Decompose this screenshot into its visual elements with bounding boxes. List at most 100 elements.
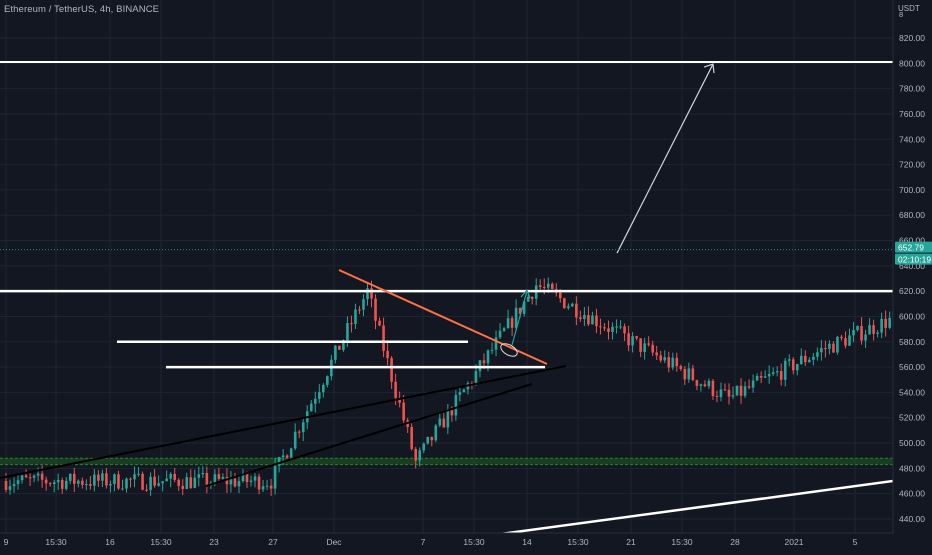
candle-body	[683, 369, 687, 380]
candle	[783, 358, 787, 387]
candle	[663, 350, 667, 364]
candle	[285, 454, 289, 459]
candle-body	[273, 465, 277, 489]
time-tick-label: 28	[730, 537, 740, 547]
candle-body	[322, 384, 325, 393]
candle-body	[498, 330, 502, 338]
candle-body	[161, 481, 164, 484]
price-axis[interactable]: 440.00 460.00 480.00 500.00 520.00 540.00 560.…	[892, 0, 932, 550]
candle	[446, 404, 450, 435]
price-tick-label: 580.00	[899, 337, 925, 347]
candle-body	[354, 309, 357, 324]
candle-body	[117, 474, 120, 489]
candle	[836, 335, 839, 355]
candle-body	[153, 476, 156, 486]
candle-body	[667, 357, 671, 368]
candle-body	[800, 355, 803, 365]
candle-body	[281, 455, 285, 458]
candle	[229, 470, 233, 493]
candle-body	[261, 486, 265, 490]
candle	[828, 340, 831, 355]
candle	[378, 317, 381, 327]
candle-body	[880, 318, 883, 333]
candle-body	[864, 334, 867, 341]
candle-body	[671, 357, 675, 368]
candle-body	[297, 431, 301, 433]
price-badge-text: 652.79	[898, 243, 924, 253]
candle-body	[97, 474, 100, 481]
time-axis[interactable]: 9 15:30 16 15:30 23 27 Dec 7 15:30 14 15:30 21 15:30…	[0, 532, 932, 550]
candle	[699, 383, 703, 392]
candle	[20, 473, 24, 484]
candle-body	[651, 344, 654, 353]
candle-body	[81, 480, 84, 485]
candle	[711, 379, 715, 400]
candle	[85, 479, 88, 491]
candle-body	[832, 343, 835, 353]
candle-body	[763, 376, 767, 378]
candle-body	[699, 384, 703, 386]
candle-body	[888, 317, 891, 328]
candle-body	[546, 283, 550, 288]
candle	[739, 378, 743, 404]
candle	[313, 391, 317, 413]
price-badge	[895, 241, 932, 253]
chart-title: Ethereum / TetherUS, 4h, BINANCE	[4, 4, 160, 15]
candle	[667, 351, 671, 373]
candle-body	[129, 478, 132, 480]
candle-body	[394, 381, 397, 398]
drawings[interactable]	[0, 61, 894, 538]
candle	[241, 468, 245, 483]
candle-body	[538, 285, 542, 288]
candle	[265, 479, 269, 491]
candle	[72, 467, 76, 492]
candle-body	[185, 477, 189, 489]
candle-body	[755, 375, 759, 381]
candle-body	[8, 486, 12, 490]
candle-body	[872, 325, 875, 334]
candle-body	[145, 489, 148, 491]
price-tick-label: 800.00	[899, 58, 925, 68]
candle	[141, 471, 144, 491]
candle-body	[418, 450, 422, 461]
time-tick-label: 15:30	[150, 537, 172, 547]
candle-body	[350, 323, 353, 325]
candle	[185, 472, 189, 490]
candle-body	[647, 343, 650, 345]
candle-body	[462, 389, 466, 393]
candle-body	[643, 343, 646, 352]
candle-body	[318, 392, 321, 399]
candle	[169, 472, 172, 488]
candle-body	[828, 343, 831, 349]
candle-body	[852, 330, 855, 336]
candle-body	[595, 315, 598, 327]
candle-body	[382, 325, 385, 351]
candle-body	[386, 350, 389, 359]
candle	[876, 330, 879, 338]
candle-body	[430, 436, 434, 441]
candle-body	[245, 473, 249, 482]
candle	[775, 366, 779, 377]
candle	[550, 282, 554, 290]
candle	[426, 436, 430, 445]
candle	[791, 357, 795, 375]
candle-body	[510, 318, 514, 328]
candle	[386, 342, 389, 366]
candle	[48, 481, 52, 487]
candle	[382, 317, 385, 358]
candle-body	[193, 477, 197, 488]
candle	[28, 473, 32, 486]
candle	[575, 296, 578, 326]
candle	[201, 466, 205, 478]
candle-body	[771, 372, 775, 374]
trendline-bottom	[485, 479, 894, 538]
candle	[530, 296, 534, 305]
candle	[249, 475, 253, 487]
candle	[322, 383, 325, 398]
price-tick-label: 520.00	[899, 413, 925, 423]
candle	[145, 484, 148, 492]
candle-body	[603, 327, 606, 329]
candle-body	[808, 359, 811, 363]
